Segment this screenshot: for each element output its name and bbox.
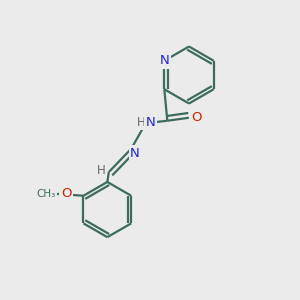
Text: H: H [136,116,145,129]
Text: O: O [61,187,71,200]
Text: N: N [159,54,169,67]
Text: N: N [146,116,155,129]
Text: N: N [130,147,140,160]
Text: H: H [97,164,106,177]
Text: CH₃: CH₃ [36,189,55,199]
Text: O: O [191,111,201,124]
